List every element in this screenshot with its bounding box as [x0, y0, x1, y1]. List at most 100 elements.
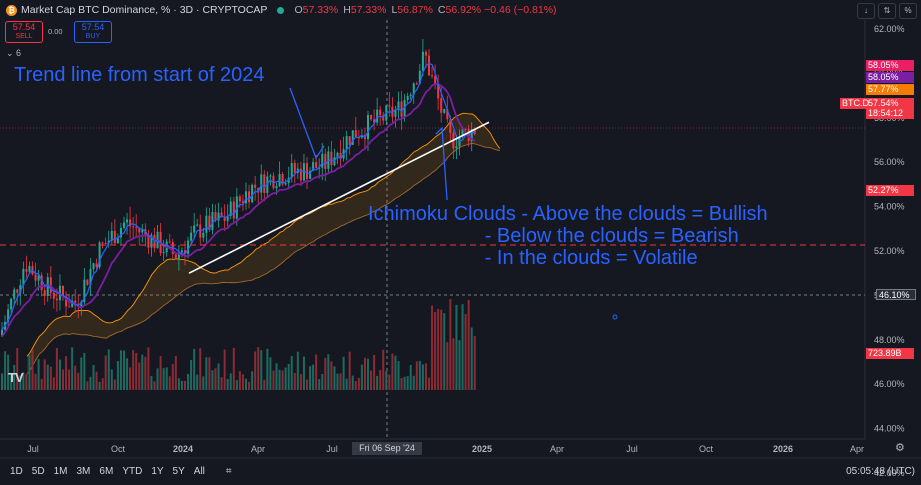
range-5d[interactable]: 5D: [31, 466, 45, 477]
volume-bar: [458, 340, 461, 390]
leading-span-b: [26, 142, 500, 375]
candle-body: [418, 70, 421, 84]
candle-body: [86, 279, 89, 285]
candle-body: [214, 211, 217, 221]
volume-bar: [260, 350, 263, 390]
volume-bar: [71, 347, 74, 390]
candle-body: [220, 212, 223, 217]
candlesticks: [1, 39, 476, 337]
candle-body: [275, 186, 278, 189]
range-selector: 1D 5D 1M 3M 6M YTD 1Y 5Y All ⌗: [10, 466, 232, 477]
candle-body: [132, 226, 135, 228]
volume-bar: [385, 370, 388, 390]
volume-bar: [357, 377, 360, 390]
candle-body: [467, 128, 470, 142]
candle-body: [394, 109, 397, 117]
range-1d[interactable]: 1D: [10, 466, 23, 477]
volume-bar: [434, 312, 437, 390]
ichimoku-annotation: Ichimoku Clouds - Above the clouds = Bul…: [368, 203, 768, 269]
candle-body: [25, 268, 28, 272]
candle-body: [464, 128, 467, 130]
volume-bar: [272, 370, 275, 390]
buy-button[interactable]: 57.54 BUY: [74, 21, 112, 43]
range-ytd[interactable]: YTD: [122, 466, 143, 477]
volume-bar: [406, 376, 409, 390]
candle-body: [367, 114, 369, 140]
volume-bar: [123, 350, 125, 390]
candle-body: [187, 240, 190, 254]
volume-bar: [428, 377, 430, 390]
volume-bar: [367, 358, 369, 390]
range-6m[interactable]: 6M: [99, 466, 114, 477]
volume-bar: [31, 349, 34, 390]
candle-body: [348, 136, 351, 145]
indicators-toggle[interactable]: ⌄ 6: [6, 48, 22, 58]
y-tick-label: 54.00%: [874, 202, 905, 212]
candle-body: [95, 263, 98, 268]
volume-bar: [7, 354, 10, 390]
candle-body: [455, 146, 458, 149]
volume-bar: [55, 348, 58, 390]
candle-body: [83, 279, 86, 302]
candle-body: [211, 211, 214, 231]
candle-body: [43, 290, 46, 296]
volume-bar: [342, 356, 345, 390]
cloud-fill: [27, 113, 500, 375]
base-line: [1, 82, 476, 337]
range-3m[interactable]: 3M: [76, 466, 91, 477]
chart-top-buttons: ↓ ⇅ %: [857, 3, 917, 19]
volume-bar: [412, 375, 415, 390]
candle-body: [443, 108, 446, 113]
sell-button[interactable]: 57.54 SELL: [5, 21, 43, 43]
volume-bar: [229, 373, 232, 390]
x-tick-label: Apr: [251, 444, 265, 454]
candle-body: [321, 153, 324, 168]
volume-bar: [205, 357, 208, 390]
volume-bar: [309, 366, 312, 390]
volume-bar: [330, 361, 333, 390]
volume-bar: [360, 364, 363, 390]
candle-body: [190, 232, 193, 241]
candle-body: [150, 234, 153, 248]
candle-body: [7, 309, 10, 322]
range-1y[interactable]: 1Y: [151, 466, 164, 477]
gear-icon[interactable]: ⚙: [895, 442, 905, 454]
volume-bar: [184, 380, 186, 390]
price-label: 18:54:12: [866, 108, 914, 119]
candle-body: [431, 75, 434, 77]
calendar-range-icon[interactable]: ⌗: [225, 466, 232, 477]
candle-body: [62, 285, 64, 297]
volume-bar: [363, 357, 366, 390]
arrow-down-icon[interactable]: ↓: [857, 3, 875, 19]
range-1m[interactable]: 1M: [53, 466, 68, 477]
swap-icon[interactable]: ⇅: [878, 3, 896, 19]
candle-body: [22, 268, 25, 286]
percent-icon[interactable]: %: [899, 3, 917, 19]
volume-bar: [245, 378, 247, 390]
candle-body: [28, 266, 31, 272]
candle-body: [113, 230, 116, 244]
candle-body: [260, 174, 263, 193]
range-5y[interactable]: 5Y: [172, 466, 185, 477]
candle-body: [415, 83, 418, 85]
volume-bar: [150, 376, 153, 390]
range-all[interactable]: All: [193, 466, 205, 477]
trend-line[interactable]: [188, 121, 490, 274]
candle-body: [272, 175, 275, 189]
market-status-icon: [277, 6, 285, 14]
candle-body: [205, 215, 208, 233]
volume-bar: [394, 355, 397, 390]
candle-body: [406, 96, 409, 100]
candle-body: [46, 277, 49, 296]
volume-bar: [58, 359, 61, 390]
volume-bar: [49, 366, 52, 390]
volume-bar: [132, 349, 135, 390]
price-label: 58.05%: [866, 72, 914, 83]
candle-body: [110, 230, 113, 241]
volume-bar: [321, 373, 324, 390]
symbol-title[interactable]: Market Cap BTC Dominance, % · 3D · CRYPT…: [21, 4, 268, 16]
volume-bar: [92, 364, 95, 390]
volume-bar: [77, 372, 80, 390]
volume-bar: [235, 380, 238, 390]
